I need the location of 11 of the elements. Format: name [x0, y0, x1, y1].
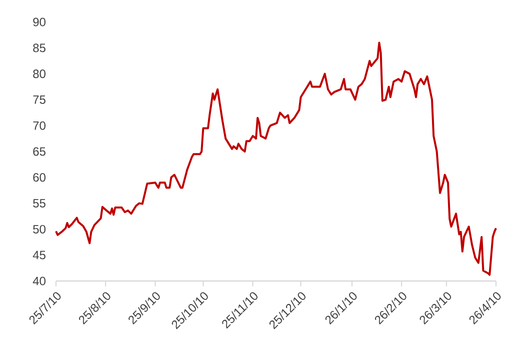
y-tick-label: 80 [33, 70, 46, 78]
y-tick-label: 60 [33, 173, 46, 182]
y-tick-label: 45 [32, 250, 46, 260]
y-tick-label: 85 [33, 44, 46, 52]
y-tick-label: 55 [33, 199, 46, 208]
y-tick-label: 65 [33, 147, 46, 156]
y-tick-label: 90 [33, 18, 46, 26]
y-tick-label: 50 [33, 224, 46, 234]
y-tick-label: 70 [33, 121, 46, 130]
y-tick-label: 75 [33, 96, 46, 104]
y-tick-label: 40 [32, 276, 46, 286]
